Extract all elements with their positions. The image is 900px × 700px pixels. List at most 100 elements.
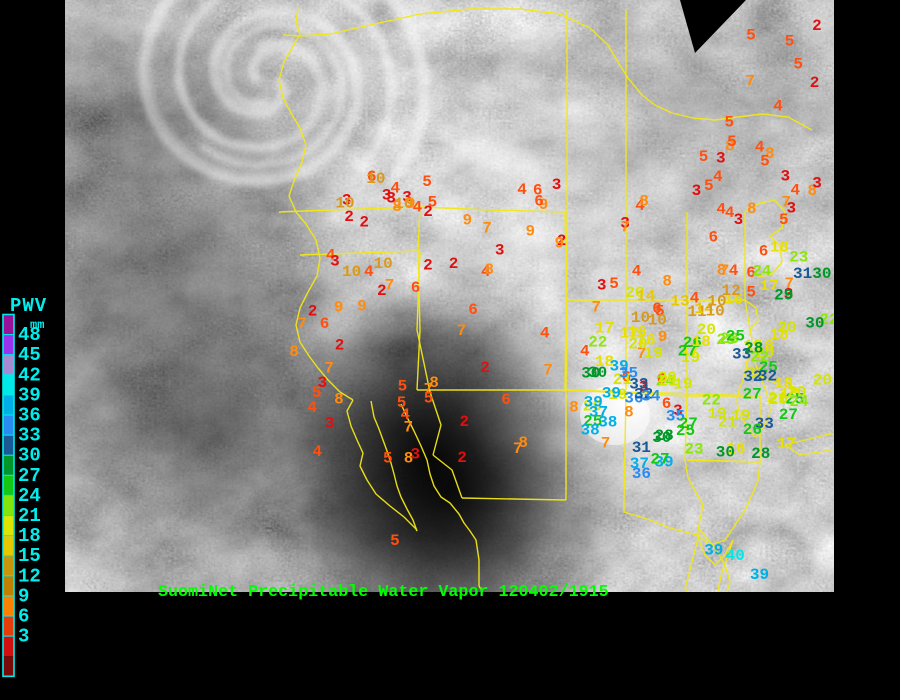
- svg-text:30: 30: [812, 265, 831, 283]
- svg-text:30: 30: [805, 315, 824, 333]
- svg-text:4: 4: [364, 263, 374, 281]
- svg-text:8: 8: [334, 391, 344, 409]
- svg-text:40: 40: [726, 547, 745, 565]
- svg-text:8: 8: [392, 198, 402, 216]
- svg-text:3: 3: [812, 174, 822, 192]
- svg-text:27: 27: [742, 385, 761, 403]
- svg-text:7: 7: [457, 322, 467, 340]
- svg-text:4: 4: [632, 262, 642, 280]
- svg-text:20: 20: [777, 319, 796, 337]
- svg-text:18: 18: [18, 525, 41, 547]
- svg-text:6: 6: [18, 606, 29, 628]
- svg-text:7: 7: [601, 435, 611, 453]
- svg-text:24: 24: [752, 263, 772, 281]
- svg-text:2: 2: [459, 413, 469, 431]
- svg-text:3: 3: [18, 626, 29, 648]
- svg-text:27: 27: [18, 465, 41, 487]
- svg-text:30: 30: [18, 445, 41, 467]
- svg-text:5: 5: [398, 377, 408, 395]
- svg-text:33: 33: [18, 425, 41, 447]
- svg-text:3: 3: [495, 242, 505, 260]
- svg-text:39: 39: [704, 542, 723, 560]
- svg-text:45: 45: [18, 344, 41, 366]
- svg-text:26: 26: [743, 421, 762, 439]
- svg-text:8: 8: [518, 434, 528, 452]
- svg-text:5: 5: [609, 275, 619, 293]
- svg-text:30: 30: [652, 429, 671, 447]
- svg-text:39: 39: [750, 566, 769, 584]
- svg-text:7: 7: [720, 262, 730, 280]
- svg-text:3: 3: [692, 182, 702, 200]
- svg-text:7: 7: [591, 299, 601, 317]
- svg-text:23: 23: [789, 248, 808, 266]
- svg-text:16: 16: [636, 331, 655, 349]
- svg-text:8: 8: [747, 200, 757, 218]
- svg-text:30: 30: [588, 364, 607, 382]
- svg-text:2: 2: [335, 337, 345, 355]
- svg-text:3: 3: [330, 252, 340, 270]
- svg-text:39: 39: [584, 394, 603, 412]
- svg-text:35: 35: [619, 364, 638, 382]
- svg-text:27: 27: [650, 450, 669, 468]
- svg-text:4: 4: [716, 201, 726, 219]
- svg-text:20: 20: [813, 371, 832, 389]
- svg-text:14: 14: [636, 288, 656, 306]
- svg-text:5: 5: [424, 389, 434, 407]
- svg-text:9: 9: [525, 222, 535, 240]
- svg-text:4: 4: [790, 181, 800, 199]
- svg-text:5: 5: [727, 133, 737, 151]
- svg-text:32: 32: [758, 368, 777, 386]
- svg-text:37: 37: [630, 455, 649, 473]
- svg-text:9: 9: [357, 298, 367, 316]
- svg-text:4: 4: [540, 324, 550, 342]
- svg-text:4: 4: [517, 181, 527, 199]
- svg-text:24: 24: [18, 485, 41, 507]
- svg-text:5: 5: [746, 27, 756, 45]
- svg-text:5: 5: [422, 173, 432, 191]
- svg-text:7: 7: [781, 194, 791, 212]
- svg-text:42: 42: [18, 364, 41, 386]
- svg-text:18: 18: [692, 333, 711, 351]
- svg-text:13: 13: [670, 293, 689, 311]
- svg-text:5: 5: [428, 193, 438, 211]
- svg-text:7: 7: [620, 218, 630, 236]
- svg-text:34: 34: [641, 387, 661, 405]
- svg-text:8: 8: [289, 343, 299, 361]
- svg-text:2: 2: [377, 282, 387, 300]
- svg-text:6: 6: [501, 391, 511, 409]
- svg-text:3: 3: [325, 415, 335, 433]
- svg-text:21: 21: [718, 414, 737, 432]
- svg-text:2: 2: [423, 256, 433, 274]
- svg-text:28: 28: [751, 445, 770, 463]
- svg-text:2: 2: [457, 449, 467, 467]
- svg-text:9: 9: [406, 195, 416, 213]
- svg-text:5: 5: [312, 384, 322, 402]
- svg-text:4: 4: [773, 97, 783, 115]
- svg-text:39: 39: [18, 384, 41, 406]
- svg-text:6: 6: [759, 243, 769, 261]
- svg-text:10: 10: [342, 263, 361, 281]
- svg-text:PWV: PWV: [10, 295, 47, 317]
- svg-text:18: 18: [770, 239, 789, 257]
- svg-text:5: 5: [724, 114, 734, 132]
- svg-text:8: 8: [662, 273, 672, 291]
- svg-text:3: 3: [734, 211, 744, 229]
- svg-text:2: 2: [480, 359, 490, 377]
- svg-text:6: 6: [320, 315, 330, 333]
- svg-text:5: 5: [793, 56, 803, 74]
- svg-text:7: 7: [324, 360, 334, 378]
- svg-text:5: 5: [383, 450, 393, 468]
- svg-text:2: 2: [812, 17, 822, 35]
- svg-text:5: 5: [746, 283, 756, 301]
- svg-text:7: 7: [482, 220, 492, 238]
- svg-text:SuomiNet Precipitable Water Va: SuomiNet Precipitable Water Vapor 120402…: [158, 583, 609, 602]
- svg-text:5: 5: [699, 148, 709, 166]
- svg-text:3: 3: [597, 277, 607, 295]
- svg-text:27: 27: [679, 415, 698, 433]
- svg-text:4: 4: [312, 443, 322, 461]
- svg-text:8: 8: [484, 261, 494, 279]
- svg-text:30: 30: [716, 444, 735, 462]
- svg-text:6: 6: [411, 279, 421, 297]
- svg-text:3: 3: [780, 168, 790, 186]
- svg-text:9: 9: [658, 328, 668, 346]
